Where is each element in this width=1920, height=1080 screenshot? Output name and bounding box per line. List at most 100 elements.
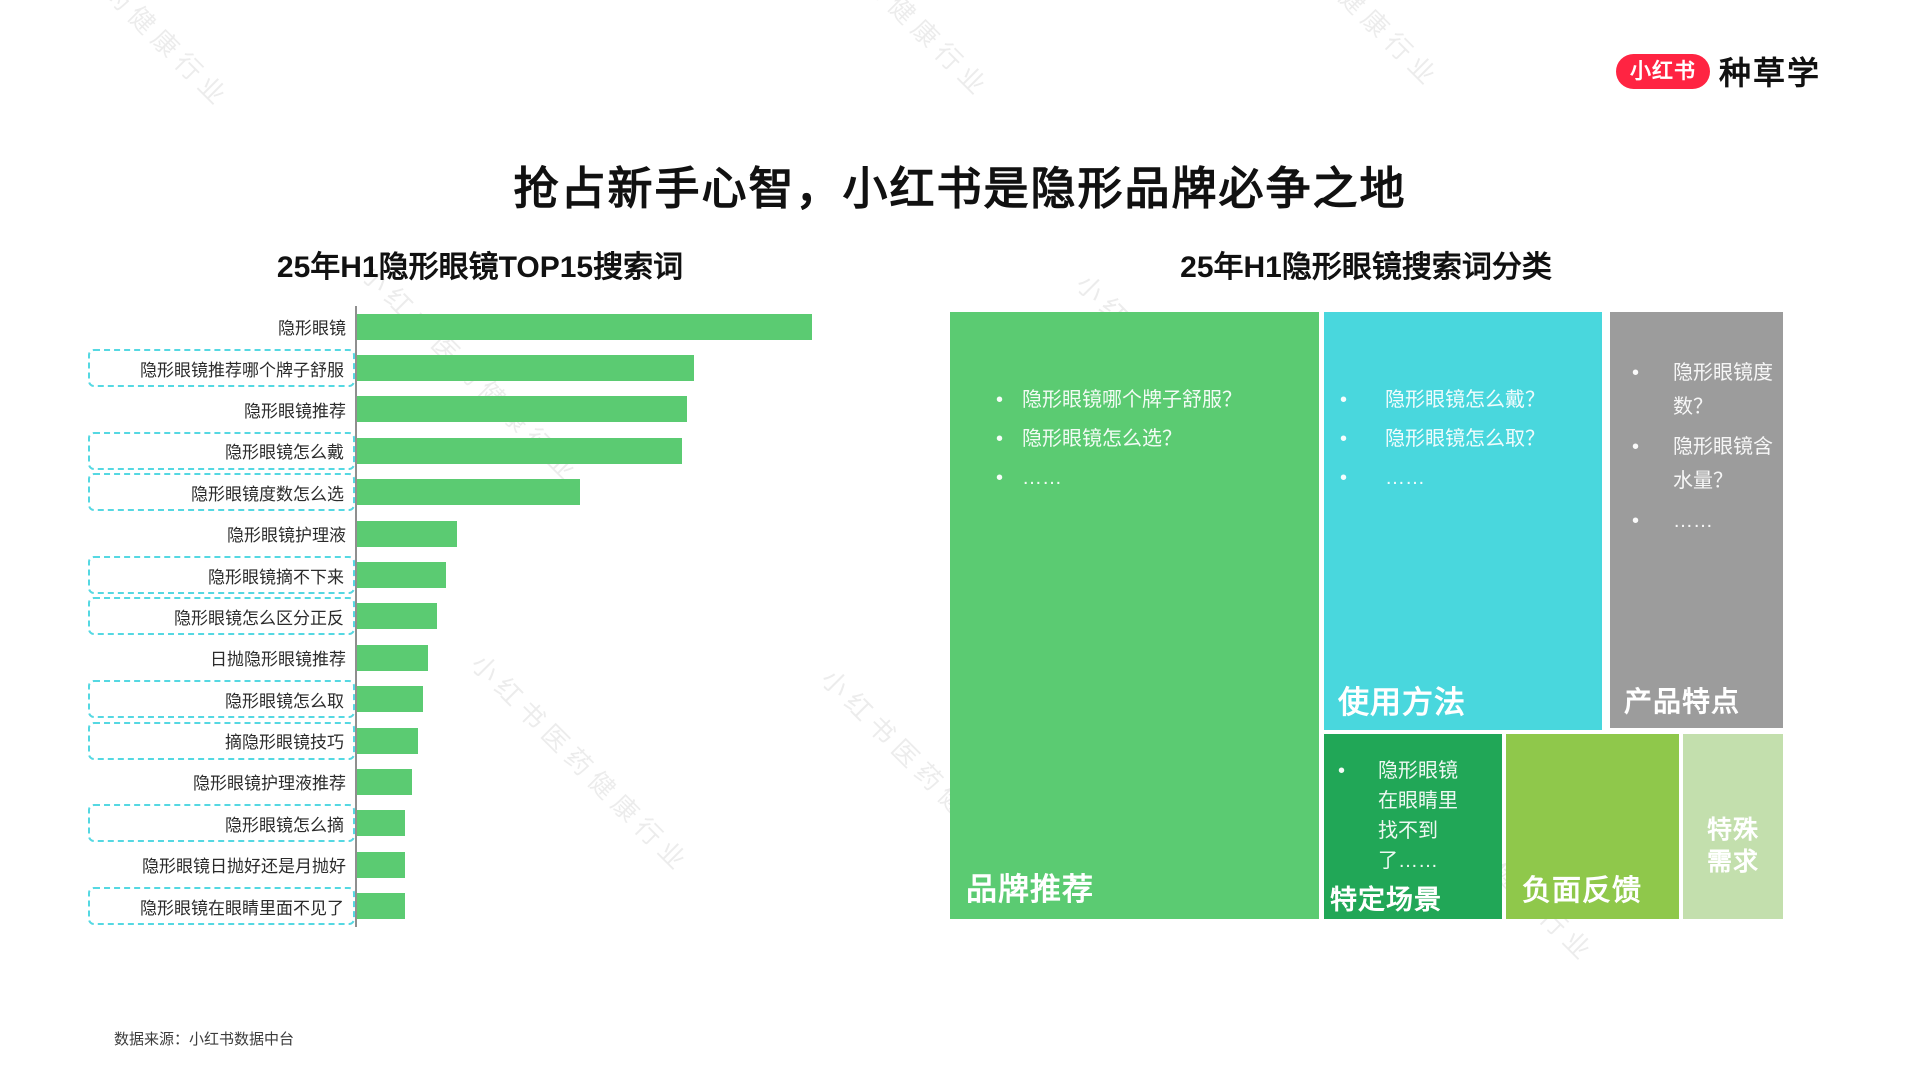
logo-brand-text: 种草学 (1719, 55, 1822, 91)
treemap-cell-negative-feedback: 负面反馈 (1506, 734, 1679, 919)
bar-label: 隐形眼镜怎么戴 (225, 443, 344, 463)
bar-track (355, 595, 828, 638)
bar (357, 396, 687, 423)
bar (357, 851, 405, 878)
bar (357, 603, 437, 630)
bar-label-box: 隐形眼镜怎么戴 (88, 431, 355, 470)
bullet-item: 隐形眼镜怎么取？ (1324, 425, 1602, 453)
bullet-item: …… (950, 464, 1319, 492)
bar-label-box: 隐形眼镜推荐 (88, 390, 355, 428)
cell-label: 特定场景 (1330, 885, 1442, 915)
bar-label-box: 隐形眼镜 (88, 308, 355, 346)
bar-label: 隐形眼镜度数怎么选 (191, 484, 344, 504)
bar-track (355, 637, 828, 679)
bar-track (355, 885, 828, 927)
bar (357, 893, 405, 920)
bullet-item: …… (1324, 464, 1602, 492)
bar-row: 隐形眼镜怎么取 (88, 678, 828, 720)
bar-track (355, 430, 828, 472)
watermark-text: 小红书医药健康行业 (4, 0, 240, 116)
bullet-item: …… (1610, 504, 1783, 538)
cell-label: 使用方法 (1338, 685, 1466, 720)
bar-track (355, 761, 828, 803)
bar-track (355, 844, 828, 886)
bar-row: 隐形眼镜在眼睛里面不见了 (88, 885, 828, 927)
bar (357, 810, 405, 837)
bullet-item: 隐形眼镜度数？ (1610, 356, 1783, 424)
bar-track (355, 802, 828, 845)
bar-label: 隐形眼镜推荐哪个牌子舒服 (140, 360, 344, 380)
bar-label: 隐形眼镜怎么摘 (225, 815, 344, 835)
bar-track (355, 678, 828, 720)
bar-label: 隐形眼镜怎么取 (225, 691, 344, 711)
bar-track (355, 306, 828, 348)
bar-label-box: 摘隐形眼镜技巧 (88, 721, 355, 760)
bar-row: 隐形眼镜护理液推荐 (88, 761, 828, 803)
bar-label-box: 隐形眼镜度数怎么选 (88, 473, 355, 512)
treemap-cell-specific-scenario: 隐形眼镜在眼睛里找不到了…… 特定场景 (1324, 734, 1502, 919)
bar-row: 隐形眼镜度数怎么选 (88, 471, 828, 513)
bar (357, 686, 423, 713)
bar-label: 隐形眼镜在眼睛里面不见了 (140, 898, 344, 918)
bullet-list: 隐形眼镜度数？ 隐形眼镜含水量？ …… (1610, 356, 1783, 538)
top15-search-terms-bar-chart: 隐形眼镜 隐形眼镜推荐哪个牌子舒服 隐形眼镜推荐 隐形眼镜怎么戴 隐形眼镜度数怎… (88, 306, 828, 927)
bar-label: 日抛隐形眼镜推荐 (210, 650, 346, 670)
bar-row: 隐形眼镜怎么摘 (88, 802, 828, 845)
bar (357, 727, 419, 754)
bar-label-box: 隐形眼镜护理液 (88, 515, 355, 553)
bar-chart-title: 25年H1隐形眼镜TOP15搜索词 (276, 251, 684, 284)
logo-badge: 小红书 (1616, 53, 1710, 89)
bullet-item: 隐形眼镜怎么选？ (950, 425, 1319, 453)
bar-label-box: 隐形眼镜怎么区分正反 (88, 597, 355, 636)
bar-label-box: 隐形眼镜怎么取 (88, 680, 355, 719)
bar-row: 隐形眼镜日抛好还是月抛好 (88, 844, 828, 886)
bullet-list: 隐形眼镜哪个牌子舒服？ 隐形眼镜怎么选？ …… (950, 386, 1319, 492)
bar-label-box: 隐形眼镜摘不下来 (88, 556, 355, 595)
bullet-list: 隐形眼镜怎么戴？ 隐形眼镜怎么取？ …… (1324, 386, 1602, 492)
page-title: 抢占新手心智，小红书是隐形品牌必争之地 (513, 163, 1407, 214)
bar-label-box: 隐形眼镜日抛好还是月抛好 (88, 846, 355, 884)
treemap-cell-usage-method: 隐形眼镜怎么戴？ 隐形眼镜怎么取？ …… 使用方法 (1324, 312, 1602, 730)
cell-label: 特殊需求 (1706, 816, 1759, 876)
bar-label-box: 隐形眼镜怎么摘 (88, 804, 355, 843)
bar-row: 隐形眼镜怎么戴 (88, 430, 828, 472)
bar-row: 日抛隐形眼镜推荐 (88, 637, 828, 679)
cell-label: 产品特点 (1624, 686, 1741, 717)
bar-row: 摘隐形眼镜技巧 (88, 719, 828, 762)
bullet-list: 隐形眼镜在眼睛里找不到了…… (1324, 756, 1502, 876)
bar (357, 355, 694, 382)
bar-track (355, 347, 828, 389)
bullet-item: 隐形眼镜含水量？ (1610, 430, 1783, 498)
data-source-note: 数据来源：小红书数据中台 (114, 1031, 295, 1048)
bar-label-box: 日抛隐形眼镜推荐 (88, 639, 355, 677)
bar (357, 520, 458, 547)
treemap-title: 25年H1隐形眼镜搜索词分类 (1180, 251, 1552, 284)
bar-label: 隐形眼镜护理液 (227, 526, 346, 546)
bar (357, 644, 428, 671)
bar-label-box: 隐形眼镜在眼睛里面不见了 (88, 887, 355, 926)
bar-row: 隐形眼镜护理液 (88, 512, 828, 555)
search-term-category-treemap: 隐形眼镜哪个牌子舒服？ 隐形眼镜怎么选？ …… 品牌推荐 隐形眼镜怎么戴？ 隐形… (950, 312, 1783, 919)
bar-label: 隐形眼镜怎么区分正反 (174, 608, 344, 628)
bar (357, 313, 812, 340)
bar-label-box: 隐形眼镜推荐哪个牌子舒服 (88, 349, 355, 388)
cell-label: 负面反馈 (1522, 875, 1643, 907)
bar-track (355, 719, 828, 762)
bar-track (355, 471, 828, 513)
bar (357, 562, 446, 589)
xiaohongshu-logo: 小红书 种草学 (1616, 48, 1821, 94)
bar-row: 隐形眼镜推荐哪个牌子舒服 (88, 347, 828, 389)
treemap-cell-brand-recommendation: 隐形眼镜哪个牌子舒服？ 隐形眼镜怎么选？ …… 品牌推荐 (950, 312, 1319, 919)
bar-label-box: 隐形眼镜护理液推荐 (88, 763, 355, 801)
bar (357, 479, 580, 506)
bar-track (355, 512, 828, 555)
bar-label: 隐形眼镜日抛好还是月抛好 (142, 857, 346, 877)
bar (357, 437, 683, 464)
bar-label: 摘隐形眼镜技巧 (225, 733, 344, 753)
watermark-text: 小红书医药健康行业 (764, 0, 1000, 106)
bar-track (355, 388, 828, 431)
treemap-cell-special-needs: 特殊需求 (1683, 734, 1783, 919)
bar-track (355, 554, 828, 596)
bar-row: 隐形眼镜 (88, 306, 828, 348)
